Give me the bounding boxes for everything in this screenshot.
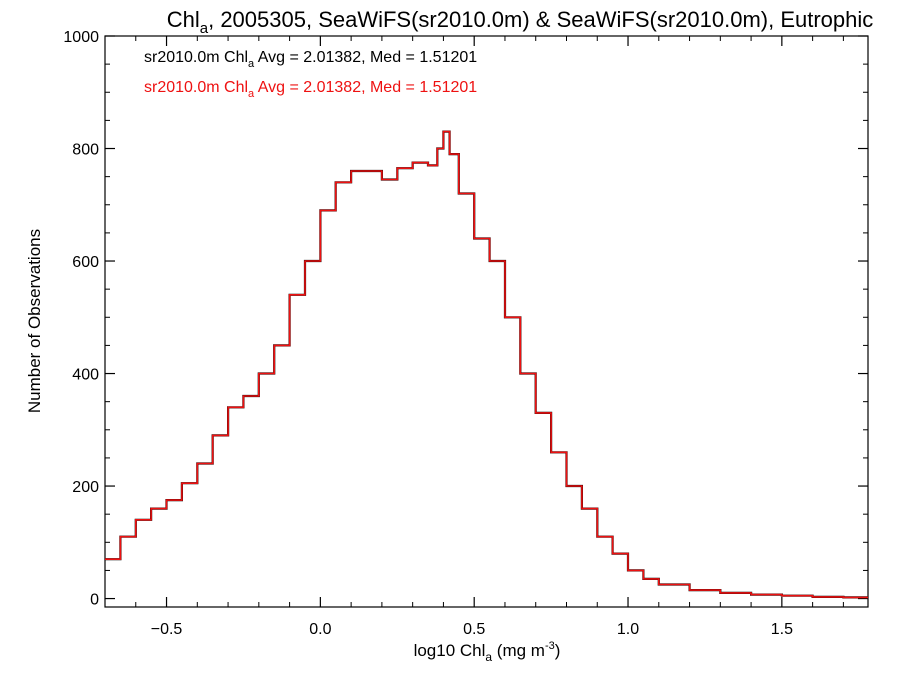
series-group [105, 130, 868, 599]
legend-entry-black: sr2010.0m Chla Avg = 2.01382, Med = 1.51… [144, 49, 477, 70]
legend-black-post: Avg = 2.01382, Med = 1.51201 [254, 49, 477, 66]
chart-title-pre: Chl [167, 7, 200, 32]
x-label-sub: a [485, 650, 492, 664]
y-tick-label: 1000 [63, 29, 99, 46]
legend-red-pre: sr2010.0m Chl [144, 79, 248, 96]
legend-red-sub: a [248, 88, 255, 100]
x-tick-label: 1.5 [771, 621, 793, 638]
chart-title-post: , 2005305, SeaWiFS(sr2010.0m) & SeaWiFS(… [208, 7, 873, 32]
chart-title: Chla, 2005305, SeaWiFS(sr2010.0m) & SeaW… [167, 7, 874, 37]
y-tick-label: 200 [72, 479, 99, 496]
x-tick-label: 1.0 [617, 621, 639, 638]
x-axis-label: log10 Chla (mg m-3) [414, 640, 561, 664]
y-tick-label: 800 [72, 142, 99, 159]
x-label-mid: (mg m [492, 641, 545, 660]
legend-black-pre: sr2010.0m Chl [144, 49, 248, 66]
plot-frame [104, 35, 869, 608]
x-tick-label: −0.5 [151, 621, 183, 638]
y-tick-label: 0 [90, 592, 99, 609]
y-tick-label: 600 [72, 254, 99, 271]
series-line-black [105, 130, 868, 599]
x-label-pre: log10 Chl [414, 641, 486, 660]
legend-black-sub: a [248, 58, 255, 70]
legend-red-post: Avg = 2.01382, Med = 1.51201 [254, 79, 477, 96]
x-tick-label: 0.5 [463, 621, 485, 638]
y-axis-ticks: 0 200 400 600 800 1000 [63, 29, 868, 609]
x-label-sup: -3 [545, 640, 555, 652]
x-axis-ticks: −0.5 0.0 0.5 1.0 1.5 [135, 36, 844, 638]
y-axis-label: Number of Observations [25, 229, 44, 413]
x-tick-label: 0.0 [309, 621, 331, 638]
x-label-post: ) [555, 641, 561, 660]
legend-entry-red: sr2010.0m Chla Avg = 2.01382, Med = 1.51… [144, 79, 477, 100]
series-line-red [105, 130, 868, 599]
y-tick-label: 400 [72, 367, 99, 384]
chart-title-sub: a [200, 20, 209, 37]
